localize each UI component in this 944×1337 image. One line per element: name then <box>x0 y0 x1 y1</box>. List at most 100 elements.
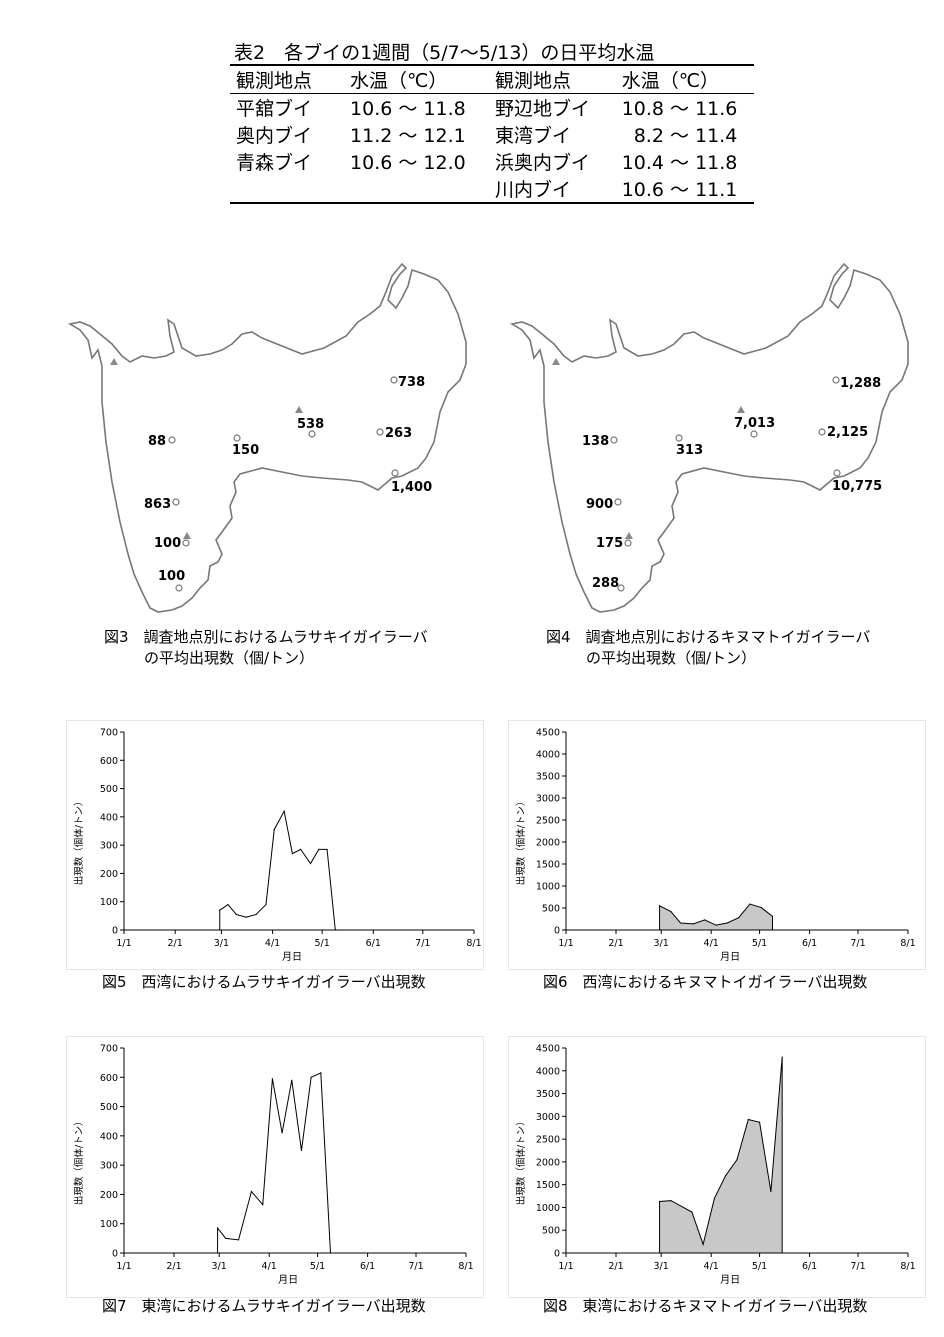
table-header-row: 観測地点 水温（℃） 観測地点 水温（℃） <box>230 66 754 94</box>
map-value-label: 538 <box>297 417 324 432</box>
data-point <box>219 909 221 911</box>
fig4-caption-line2: の平均出現数（個/トン） <box>586 649 757 667</box>
fig3-map: 88 863 100 100 150 538 738 263 1,400 <box>62 262 492 622</box>
fig6-chart: 0 500 1000 1500 2000 2500 3000 3500 4000 4500 1/1 2… <box>508 720 926 974</box>
fig6-caption: 図6 西湾におけるキヌマトイガイラーバ出現数 <box>543 973 868 991</box>
y-tick-label: 700 <box>100 1044 118 1055</box>
y-tick-label: 0 <box>554 1249 560 1260</box>
table-row: 青森ブイ 10.6 ～ 12.0 浜奥内ブイ 10.4 ～ 11.8 <box>230 148 754 175</box>
header-temp-2: 水温（℃） <box>621 66 754 94</box>
y-tick-label: 200 <box>100 1190 118 1201</box>
x-tick-label: 8/1 <box>466 938 481 949</box>
data-point <box>245 916 247 918</box>
station-cell: 青森ブイ <box>236 152 313 174</box>
y-axis-label: 出現数（個体/トン） <box>515 1116 527 1205</box>
fig7-caption: 図7 東湾におけるムラサキイガイラーバ出現数 <box>102 1297 426 1315</box>
station-marker <box>832 376 840 384</box>
data-point <box>658 905 661 907</box>
station-cell: 東湾ブイ <box>495 125 572 147</box>
x-tick-label: 3/1 <box>654 1261 669 1272</box>
data-point <box>760 906 762 909</box>
x-tick-label: 3/1 <box>212 1261 227 1272</box>
buoy-triangle <box>295 406 303 413</box>
table-row: 川内ブイ 10.6 ～ 11.1 <box>230 175 754 203</box>
x-tick-label: 7/1 <box>408 1261 423 1272</box>
y-tick-label: 400 <box>100 812 118 823</box>
y-tick-label: 2500 <box>536 816 560 827</box>
header-station-2: 観測地点 <box>495 66 622 94</box>
y-tick-label: 0 <box>112 1249 118 1260</box>
fig5-chart: 0 100 200 300 400 500 600 700 1/1 2/1 3/1 4/1 5/1 6/1… <box>66 720 484 974</box>
x-tick-label: 4/1 <box>704 938 719 949</box>
x-tick-label: 6/1 <box>366 938 381 949</box>
y-tick-label: 100 <box>100 897 118 908</box>
y-tick-label: 3500 <box>536 772 560 783</box>
temp-cell: 8.2 ～ 11.4 <box>633 125 738 147</box>
x-tick-label: 6/1 <box>802 938 817 949</box>
header-temp-1: 水温（℃） <box>350 66 495 94</box>
data-point <box>320 1072 322 1074</box>
data-point <box>273 828 275 831</box>
map-value-label: 313 <box>676 443 703 458</box>
temp-cell: 10.4 ～ 11.8 <box>621 152 738 174</box>
y-tick-label: 2000 <box>536 838 560 849</box>
data-point <box>310 1076 312 1078</box>
map-value-label: 1,400 <box>391 480 432 495</box>
x-tick-label: 4/1 <box>262 1261 277 1272</box>
map-value-label: 863 <box>144 497 171 512</box>
station-marker <box>617 584 625 592</box>
data-point <box>291 853 293 855</box>
data-point <box>747 1118 749 1121</box>
x-tick-label: 1/1 <box>558 938 573 949</box>
map-value-label: 100 <box>154 536 181 551</box>
data-point <box>334 929 336 931</box>
y-tick-label: 0 <box>554 926 560 937</box>
data-point <box>336 929 338 931</box>
station-marker <box>182 539 190 547</box>
map-value-label: 88 <box>148 434 166 449</box>
station-marker <box>390 376 398 384</box>
table-top-rule <box>230 64 754 66</box>
buoy-triangle <box>737 406 745 413</box>
temp-cell: 10.6 ～ 12.0 <box>350 152 466 174</box>
fig3-map-svg: 88 863 100 100 150 538 738 263 1,400 <box>67 262 467 613</box>
data-point <box>326 848 328 850</box>
temp-cell: 10.6 ～ 11.8 <box>350 98 466 120</box>
series-line <box>217 1072 331 1254</box>
table-row: 平舘ブイ 10.6 ～ 11.8 野辺地ブイ 10.8 ～ 11.6 <box>230 94 754 122</box>
buoy-triangle <box>183 532 191 539</box>
data-point <box>679 922 682 924</box>
map-value-label: 1,288 <box>840 376 881 391</box>
station-marker <box>675 434 683 442</box>
map-value-label: 7,013 <box>734 416 775 431</box>
y-tick-label: 700 <box>100 728 118 739</box>
x-tick-label: 2/1 <box>608 1261 623 1272</box>
fig3-caption-line1: 図3 調査地点別におけるムラサキイガイラーバ <box>104 628 428 646</box>
fig3-caption-line2: の平均出現数（個/トン） <box>144 649 315 667</box>
x-tick-label: 2/1 <box>168 938 183 949</box>
station-marker <box>175 584 183 592</box>
map-value-label: 288 <box>592 576 619 591</box>
buoy-triangle <box>625 532 633 539</box>
series-area <box>659 903 773 931</box>
y-tick-label: 1000 <box>536 1203 560 1214</box>
data-point <box>692 923 695 925</box>
series-area <box>659 1057 783 1254</box>
data-point <box>725 1174 727 1177</box>
x-tick-label: 6/1 <box>802 1261 817 1272</box>
fig5-caption: 図5 西湾におけるムラサキイガイラーバ出現数 <box>102 973 426 991</box>
map-value-label: 2,125 <box>827 425 868 440</box>
x-tick-label: 5/1 <box>752 1261 767 1272</box>
x-tick-label: 5/1 <box>310 1261 325 1272</box>
y-tick-label: 2500 <box>536 1135 560 1146</box>
data-point <box>250 1190 253 1193</box>
fig7-frame <box>66 1036 484 1298</box>
y-tick-label: 1500 <box>536 1180 560 1191</box>
x-tick-label: 1/1 <box>558 1261 573 1272</box>
x-tick-label: 8/1 <box>458 1261 473 1272</box>
table-title: 表2 各ブイの1週間（5/7～5/13）の日平均水温 <box>234 42 655 64</box>
fig3-caption: 図3 調査地点別におけるムラサキイガイラーバ の平均出現数（個/トン） <box>104 627 428 669</box>
x-axis-label: 月日 <box>720 1274 740 1286</box>
x-tick-label: 3/1 <box>214 938 229 949</box>
map-value-label: 738 <box>398 375 425 390</box>
